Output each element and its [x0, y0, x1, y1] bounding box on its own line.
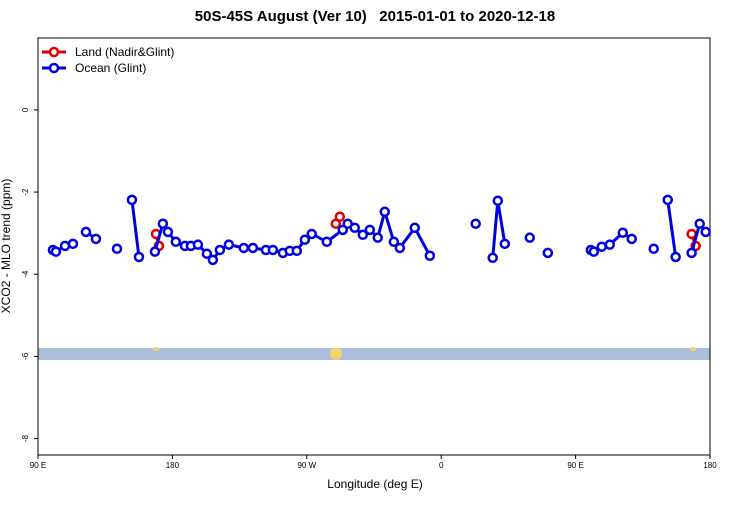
data-point	[409, 222, 421, 234]
data-point	[694, 218, 705, 229]
data-point	[686, 247, 697, 259]
data-point	[617, 227, 629, 238]
land-marker	[690, 347, 696, 351]
data-point	[267, 244, 279, 256]
y-tick-label: -4	[21, 270, 30, 278]
data-point	[223, 239, 235, 250]
data-point	[192, 239, 204, 250]
x-axis-label: Longitude (deg E)	[327, 477, 422, 491]
x-tick-label: 90 E	[567, 461, 583, 470]
data-point	[470, 218, 481, 229]
chart-title: 50S-45S August (Ver 10) 2015-01-01 to 20…	[195, 8, 555, 25]
data-point	[379, 206, 391, 218]
data-point	[596, 241, 607, 252]
data-point	[349, 222, 360, 234]
data-point	[90, 233, 102, 245]
y-tick-label: -2	[21, 188, 30, 196]
data-point	[157, 218, 169, 229]
legend-marker	[48, 46, 60, 58]
data-point	[149, 246, 161, 257]
data-point	[424, 250, 436, 261]
data-point	[111, 243, 123, 255]
surface-band	[38, 348, 710, 360]
data-point	[487, 252, 498, 264]
x-tick-label: 0	[439, 461, 444, 470]
data-point	[588, 246, 600, 257]
plot-frame	[37, 37, 711, 456]
data-point	[604, 239, 616, 250]
data-point	[238, 242, 250, 254]
data-point	[162, 226, 174, 238]
data-point	[214, 244, 226, 256]
data-point	[648, 243, 659, 255]
land-marker	[153, 347, 159, 351]
data-point	[670, 251, 681, 263]
y-axis-label: XCO2 - MLO trend (ppm)	[0, 179, 13, 314]
data-point	[499, 238, 511, 250]
data-point	[80, 226, 92, 238]
x-tick-label: 90 E	[30, 461, 46, 470]
data-point	[50, 246, 62, 257]
y-tick-label: -6	[21, 352, 30, 360]
data-point	[334, 211, 346, 222]
y-tick-label: 0	[21, 107, 30, 112]
data-point	[321, 236, 333, 248]
legend-marker	[48, 62, 60, 74]
data-point	[291, 245, 303, 257]
x-tick-label: 180	[166, 461, 180, 470]
data-point	[126, 194, 138, 206]
data-point	[357, 229, 369, 241]
data-point	[700, 226, 711, 238]
data-point	[388, 236, 400, 248]
data-point	[492, 195, 504, 206]
x-tick-label: 90 W	[297, 461, 316, 470]
legend-label: Land (Nadir&Glint)	[75, 45, 174, 59]
data-point	[67, 238, 79, 250]
data-point	[524, 232, 536, 243]
data-point	[207, 254, 219, 266]
data-point	[170, 236, 182, 248]
data-point	[364, 224, 376, 236]
data-point	[394, 242, 406, 254]
data-point	[247, 242, 259, 254]
land-marker	[330, 348, 342, 360]
data-point	[201, 248, 213, 259]
data-point	[133, 251, 145, 263]
x-tick-label: 180	[703, 461, 717, 470]
data-point	[686, 228, 697, 240]
data-point	[299, 234, 311, 245]
data-point	[662, 194, 673, 206]
data-point	[542, 247, 554, 259]
data-point	[306, 228, 317, 240]
legend-label: Ocean (Glint)	[75, 61, 146, 75]
data-point	[372, 232, 383, 243]
data-point	[626, 233, 637, 245]
y-tick-label: -8	[21, 434, 30, 442]
